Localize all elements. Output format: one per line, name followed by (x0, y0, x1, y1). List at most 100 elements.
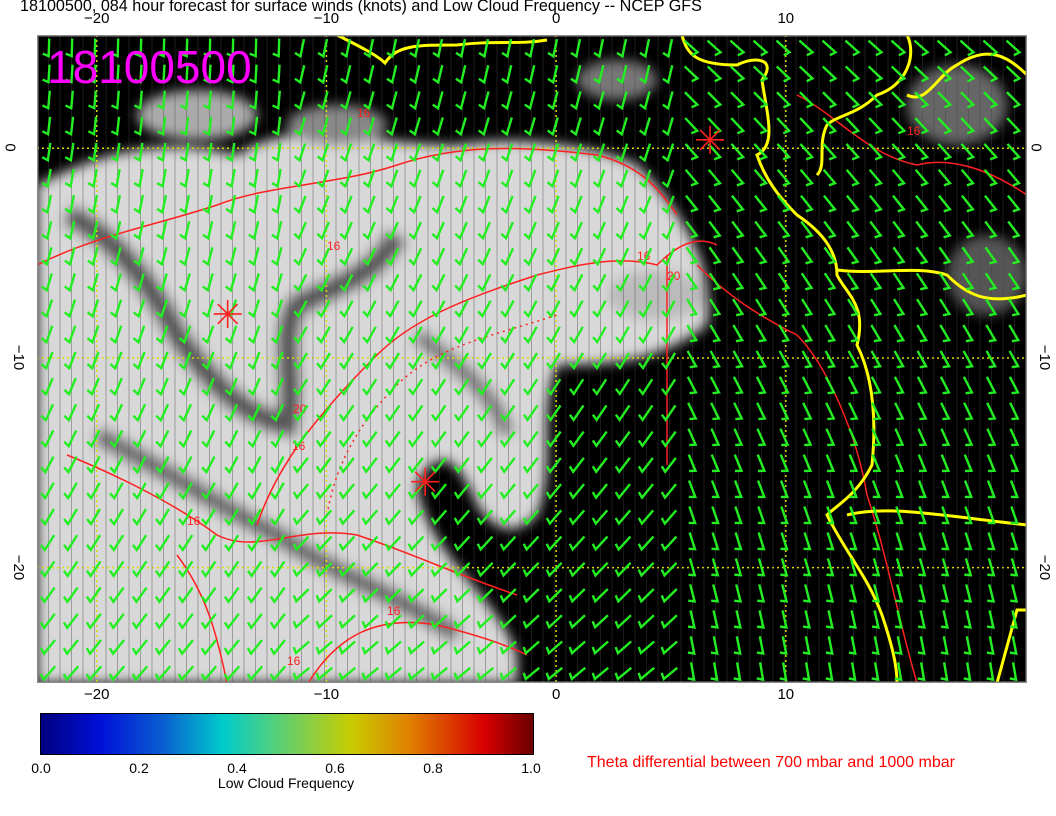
wind-barb (615, 221, 629, 241)
wind-barb (1008, 376, 1020, 395)
wind-barb (614, 640, 632, 656)
wind-barb (660, 483, 677, 500)
wind-barb (523, 326, 538, 345)
wind-barb (569, 169, 583, 189)
wind-barb (660, 614, 678, 630)
wind-barb (501, 91, 513, 111)
wind-barb (154, 613, 171, 630)
wind-barb (847, 324, 860, 343)
wind-barb (87, 116, 98, 137)
wind-barb (247, 508, 262, 527)
wind-barb (362, 169, 376, 189)
wind-barb (223, 613, 240, 630)
wind-barb (40, 508, 55, 527)
wind-barb (868, 169, 884, 187)
wind-barb (637, 535, 655, 552)
wind-barb (711, 532, 720, 551)
wind-barb (849, 584, 858, 603)
wind-barb (248, 247, 260, 267)
wind-barb (453, 509, 471, 526)
wind-barb (270, 508, 285, 527)
wind-barb (798, 39, 815, 57)
wind-barb (822, 117, 838, 135)
wind-barb (684, 143, 700, 161)
wind-barb (1006, 91, 1022, 109)
wind-barb (730, 169, 746, 187)
wind-barb (40, 482, 55, 501)
wind-barb (111, 38, 120, 58)
wind-barb (938, 272, 952, 291)
wind-barb (338, 378, 355, 397)
wind-barb (963, 662, 972, 682)
wind-barb (385, 352, 401, 371)
wind-barb (269, 560, 286, 578)
wind-barb (293, 247, 308, 267)
wind-barb (293, 195, 307, 215)
wind-barb (132, 429, 147, 449)
wind-barb (65, 64, 74, 84)
wind-barb (62, 586, 79, 604)
wind-barb (362, 247, 377, 267)
wind-barb (569, 273, 584, 293)
wind-barb (964, 532, 973, 551)
wind-barb (592, 143, 606, 163)
asterisk-marker (411, 467, 440, 496)
wind-barb (779, 636, 788, 655)
wind-barb (179, 194, 191, 215)
wind-barb (39, 586, 56, 604)
wind-barb (941, 558, 950, 577)
wind-barb (569, 352, 585, 371)
wind-barb (778, 298, 791, 317)
wind-barb (615, 326, 630, 345)
wind-barb (248, 142, 259, 163)
contour-label: 16 (357, 106, 371, 120)
wind-barb (453, 378, 470, 397)
wind-barb (707, 91, 723, 109)
wind-barb (803, 584, 812, 603)
wind-barb (615, 247, 630, 267)
wind-barb (822, 143, 838, 161)
wind-barb (614, 535, 632, 552)
wind-barb (777, 220, 791, 239)
wind-barb (409, 91, 421, 111)
wind-barb (660, 640, 678, 656)
wind-barb (499, 483, 516, 500)
wind-barb (155, 429, 170, 449)
wind-barb (688, 558, 697, 577)
wind-barb (869, 194, 883, 213)
wind-barb (133, 247, 145, 267)
wind-barb (500, 300, 515, 319)
wind-barb (455, 91, 467, 111)
wind-barb (846, 246, 860, 265)
wind-barb (846, 194, 860, 213)
wind-barb (984, 246, 998, 265)
lon-tick-label: −10 (313, 686, 340, 703)
wind-barb (637, 666, 656, 681)
wind-barb (523, 143, 537, 163)
wind-barb (637, 404, 654, 422)
wind-barb (110, 142, 121, 163)
wind-barb (500, 326, 515, 345)
wind-barb (86, 351, 100, 371)
wind-barb (938, 194, 952, 213)
wind-barb (916, 376, 928, 395)
wind-barb (292, 404, 309, 422)
wind-barb (523, 352, 539, 371)
wind-barb (454, 247, 469, 267)
wind-barb (662, 64, 674, 85)
wind-barb (499, 457, 516, 474)
wind-barb (615, 117, 628, 137)
wind-barb (177, 534, 194, 553)
wind-barb (638, 273, 653, 293)
lon-tick-label: −20 (83, 10, 110, 27)
wind-barb (339, 143, 353, 163)
wind-barb (710, 428, 721, 447)
wind-barb (476, 535, 494, 552)
wind-barb (570, 38, 582, 59)
wind-barb (453, 535, 471, 552)
lat-tick-label: −10 (1036, 344, 1054, 371)
wind-barb (983, 117, 999, 135)
wind-barb (614, 483, 631, 500)
wind-barb (939, 298, 952, 317)
wind-barb (500, 273, 515, 293)
